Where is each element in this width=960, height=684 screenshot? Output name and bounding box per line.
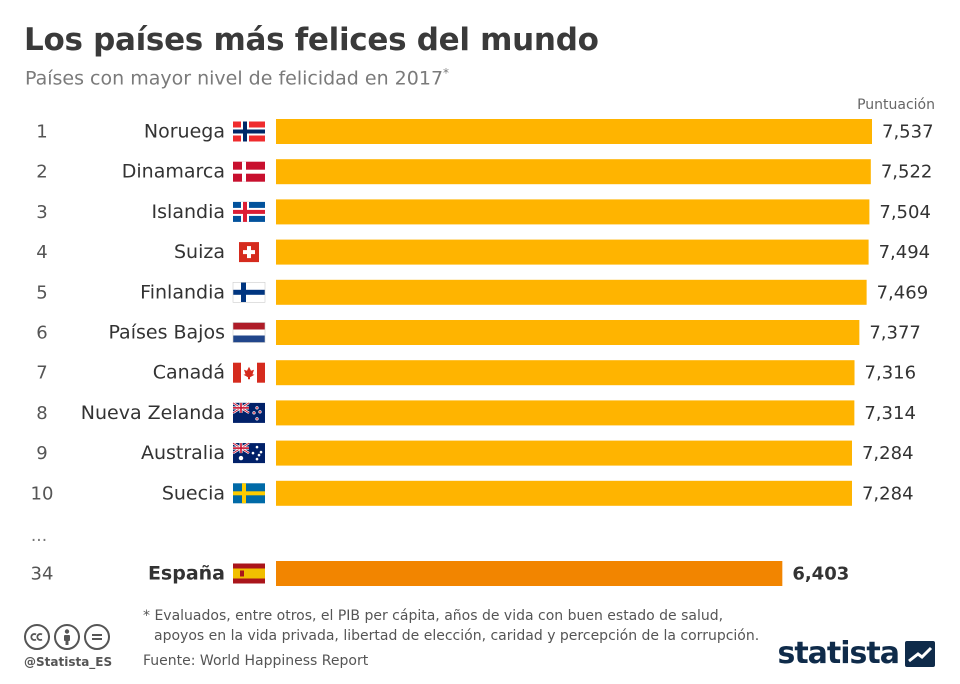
iceland-flag [233,201,265,222]
norway-flag [233,121,265,142]
country-label: Canadá [153,362,225,384]
subtitle-footnote-mark: * [443,66,450,80]
value-axis-label: Puntuación [857,97,935,113]
rank-label: 2 [36,162,47,183]
value-label: 7,377 [869,323,921,344]
bar [276,239,869,265]
bar [276,480,852,506]
netherlands-flag [232,322,266,343]
chart-subtitle: Países con mayor nivel de felicidad en 2… [25,66,449,89]
statista-logo[interactable]: statista [777,636,935,671]
rank-label: 34 [31,564,54,585]
canada-flag [233,362,265,383]
statista-logo-icon [905,640,935,667]
value-label: 7,537 [882,122,934,143]
no-derivatives-icon[interactable] [84,624,110,650]
subtitle-text: Países con mayor nivel de felicidad en 2… [25,67,444,90]
country-label: Dinamarca [122,161,225,183]
footnote-line-1: * Evaluados, entre otros, el PIB per cáp… [143,608,724,624]
creative-commons-icon[interactable] [24,624,50,650]
license-icons [24,624,110,650]
ellipsis-label: ... [31,526,47,546]
bar [276,400,855,426]
footnote: * Evaluados, entre otros, el PIB per cáp… [143,606,863,646]
bar [276,320,860,345]
new-zealand-flag [232,401,265,423]
country-label: Suiza [174,241,225,263]
value-label: 7,284 [862,443,914,464]
rank-label: 10 [31,483,54,504]
sweden-flag [233,483,265,504]
rank-label: 3 [36,202,47,223]
bar [276,119,872,144]
value-label: 7,494 [879,242,931,263]
bar [276,279,867,305]
country-label: Islandia [152,201,225,223]
finland-flag [232,281,266,303]
rank-label: 8 [36,403,47,424]
source-note: Fuente: World Happiness Report [143,653,369,669]
rank-label: 9 [36,443,47,464]
attribution-icon[interactable] [54,624,80,650]
footnote-line-2: apoyos en la vida privada, libertad de e… [154,628,760,644]
bar [276,561,783,586]
country-label: España [148,563,225,585]
bar-chart: 1 Noruega 7,537 2 Dinamarca 7,522 3 Islandia 7,5… [31,119,934,586]
value-label: 6,403 [792,564,849,585]
country-label: Suecia [162,482,225,504]
rank-label: 4 [36,242,47,263]
country-label: Australia [141,442,225,464]
value-label: 7,504 [879,202,931,223]
social-handle[interactable]: @Statista_ES [24,655,113,669]
country-label: Nueva Zelanda [81,402,225,424]
bar [276,360,855,386]
spain-flag [233,563,265,584]
value-label: 7,522 [881,162,933,183]
bar [276,440,852,466]
chart-title: Los países más felices del mundo [24,22,599,58]
brand-wordmark: statista [777,636,900,671]
rank-label: 6 [36,323,47,344]
country-label: Países Bajos [108,322,225,344]
country-label: Noruega [144,121,225,143]
rank-label: 7 [36,363,47,384]
bar [276,199,870,225]
value-label: 7,284 [862,483,914,504]
country-label: Finlandia [140,281,225,303]
bar [276,159,871,185]
rank-label: 1 [36,122,47,143]
switzerland-flag [239,242,259,263]
value-label: 7,469 [877,282,929,303]
denmark-flag [233,161,265,182]
australia-flag [232,442,265,464]
value-label: 7,316 [865,363,917,384]
value-label: 7,314 [864,403,916,424]
rank-label: 5 [36,282,47,303]
